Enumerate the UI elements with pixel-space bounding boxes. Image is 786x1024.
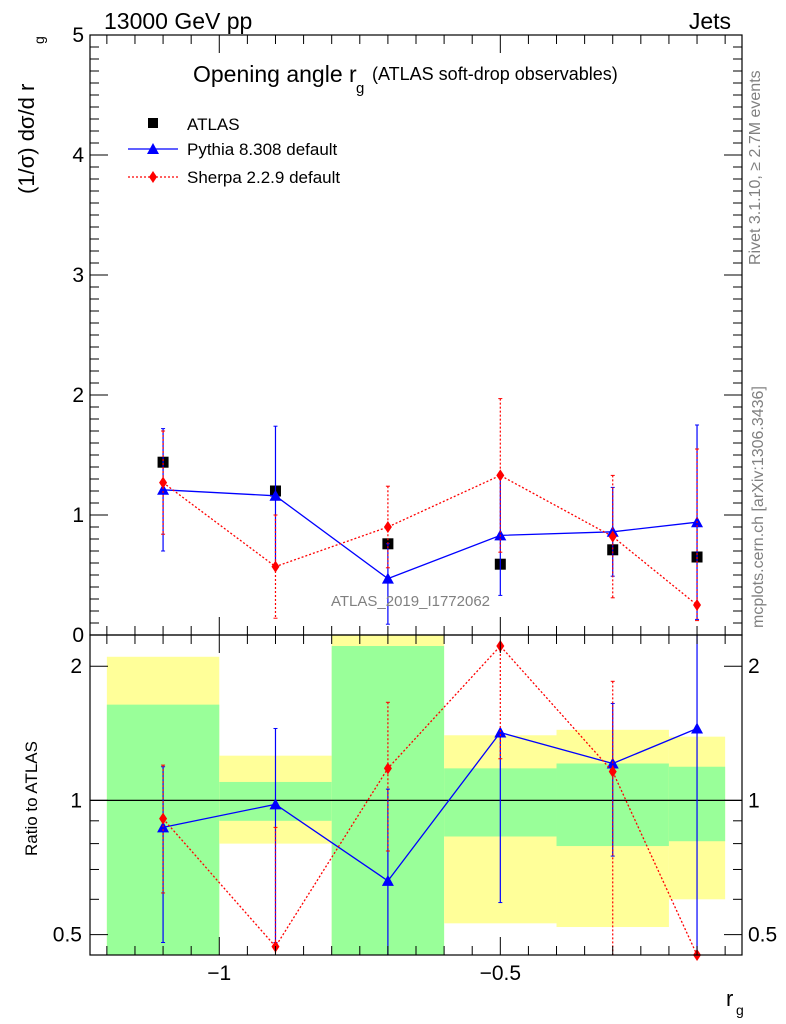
ratio-point-pythia [494,726,507,738]
chart-title-main: Opening angle r [193,61,357,87]
ratio-y-tick-label: 0.5 [53,924,82,947]
header-right: Jets [689,8,731,34]
main-point-sherpa [159,476,168,489]
ratio-point-sherpa [383,762,392,775]
ratio-point-pythia [691,722,704,734]
main-y-tick-label: 0 [72,624,84,647]
legend-marker-sherpa [149,171,157,183]
y-axis-label-main: (1/σ) dσ/d r [14,84,39,194]
legend-item-sherpa: Sherpa 2.2.9 default [128,168,340,187]
main-y-tick-label: 5 [72,24,84,47]
x-tick-label: −1 [207,962,231,985]
ratio-y-tick-label-right: 0.5 [748,924,777,947]
main-point-pythia [157,483,170,495]
legend-marker-pythia [147,143,159,154]
main-point-sherpa [608,530,617,543]
legend-label-sherpa: Sherpa 2.2.9 default [187,168,340,187]
chart-title-sub: g [356,80,364,97]
main-y-tick-label: 4 [72,144,84,167]
ratio-y-tick-label-right: 2 [748,655,760,678]
ratio-y-tick-label: 2 [70,655,82,678]
legend-label-atlas: ATLAS [187,115,240,134]
main-series-line-pythia [163,489,698,580]
legend-label-pythia: Pythia 8.308 default [187,140,338,159]
x-axis-label-sub: g [736,1002,744,1018]
main-point-sherpa [496,469,505,482]
ratio-y-axis-label: Ratio to ATLAS [22,741,41,856]
ratio-series-line-sherpa [162,645,698,956]
axis-ticks: 0 1 2 3 4 5 −1 −0.5 0.5 0.5 1 1 2 2 [53,24,777,985]
main-point-sherpa [271,560,280,573]
y-axis-label-sub: g [31,36,47,44]
main-y-tick-label: 3 [72,264,84,287]
ratio-point-sherpa [608,765,617,778]
main-point-sherpa [383,521,392,533]
main-point-pythia [381,572,394,584]
ratio-point-pythia [381,874,394,886]
legend: ATLAS Pythia 8.308 default Sherpa 2.2.9 … [128,115,340,187]
main-y-tick-label: 2 [72,384,84,407]
side-label-mcplots: mcplots.cern.ch [arXiv:1306.3436] [750,386,767,628]
ratio-point-pythia [269,798,282,810]
main-point-pythia [269,489,282,501]
ratio-y-tick-label-right: 1 [748,789,760,812]
x-tick-label: −0.5 [480,962,521,985]
chart-title: Opening angle r [193,61,357,87]
main-point-sherpa [693,599,702,611]
chart-title-suffix: (ATLAS soft-drop observables) [372,64,618,84]
main-y-tick-label: 1 [72,504,84,527]
x-axis-label-main: r [726,986,733,1011]
ratio-point-sherpa [159,812,168,825]
legend-item-atlas: ATLAS [148,115,240,134]
legend-marker-atlas [148,118,158,128]
side-label-rivet: Rivet 3.1.10, ≥ 2.7M events [747,70,764,265]
legend-item-pythia: Pythia 8.308 default [128,140,338,159]
watermark-analysis: ATLAS_2019_I1772062 [331,593,490,610]
ratio-y-tick-label: 1 [70,789,82,812]
ratio-uncertainty-bands [106,635,726,955]
main-series-line-sherpa [162,474,698,606]
chart-marks [157,398,704,961]
header-left: 13000 GeV pp [104,8,252,34]
ratio-series-line-pythia [162,727,698,882]
